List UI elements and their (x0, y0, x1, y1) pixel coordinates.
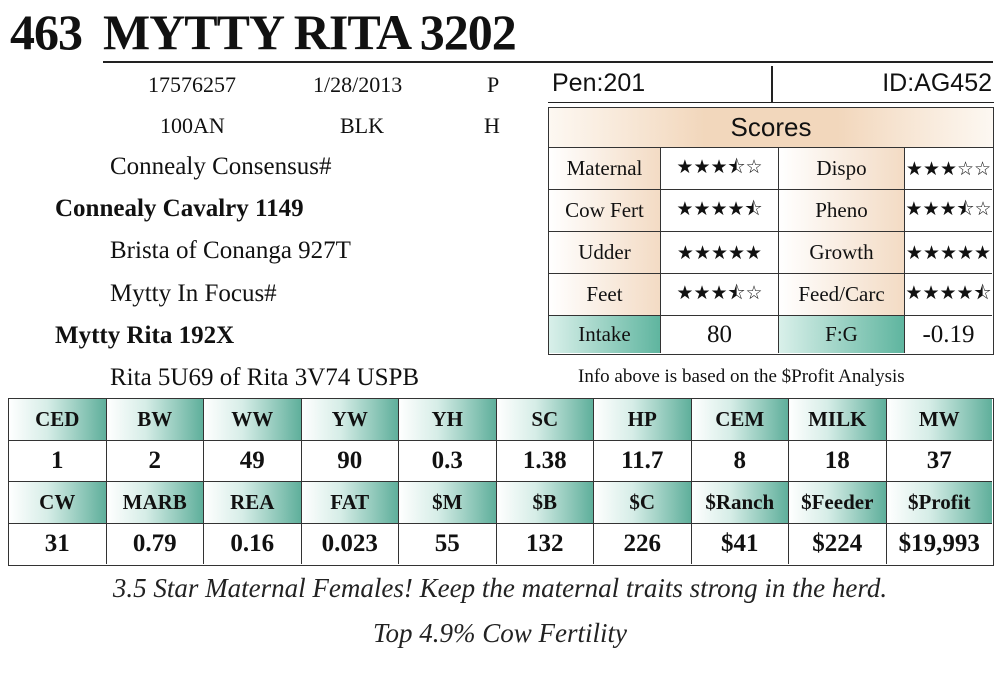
trait-header-mw: MW (886, 399, 992, 441)
score-label-pheno: Pheno (779, 190, 905, 232)
trait-header-b-index: $B (496, 482, 594, 524)
intake-label: Intake (549, 316, 661, 353)
trait-header-fat: FAT (301, 482, 399, 524)
trait-header-hp: HP (594, 399, 692, 441)
trait-value-cw: 31 (9, 524, 107, 564)
score-label-feet: Feet (549, 274, 661, 316)
trait-header-bw: BW (106, 399, 204, 441)
pedigree-sire: Connealy Cavalry 1149 (55, 195, 304, 222)
traits-table: CED BW WW YW YH SC HP CEM MILK MW 1 2 49… (8, 398, 994, 566)
trait-value-ww: 49 (204, 441, 302, 482)
breed-code: 100AN (160, 113, 225, 138)
trait-header-cw: CW (9, 482, 107, 524)
trait-value-fat: 0.023 (301, 524, 399, 564)
trait-value-ced: 1 (9, 441, 107, 482)
footer-line-1: 3.5 Star Maternal Females! Keep the mate… (112, 573, 888, 603)
score-stars-dispo: ★★★☆☆ (905, 148, 992, 190)
trait-value-bw: 2 (106, 441, 204, 482)
trait-value-marb: 0.79 (106, 524, 204, 564)
score-label-udder: Udder (549, 232, 661, 274)
trait-value-milk: 18 (789, 441, 887, 482)
trait-value-cem: 8 (691, 441, 789, 482)
score-stars-maternal: ★★★⯪☆ (661, 148, 779, 190)
id-label: ID:AG452 (882, 69, 992, 97)
trait-header-profit: $Profit (886, 482, 992, 524)
score-stars-pheno: ★★★⯪☆ (905, 190, 992, 232)
trait-header-rea: REA (204, 482, 302, 524)
fg-label: F:G (779, 316, 905, 353)
birth-date: 1/28/2013 (313, 72, 403, 97)
sex-code: H (484, 113, 500, 138)
trait-value-yh: 0.3 (399, 441, 497, 482)
pedigree-sire-dam: Brista of Conanga 927T (110, 237, 351, 264)
trait-header-feeder: $Feeder (789, 482, 887, 524)
trait-value-sc: 1.38 (496, 441, 594, 482)
trait-value-feeder: $224 (789, 524, 887, 564)
animal-name: MYTTY RITA 3202 (103, 4, 517, 60)
trait-header-ranch: $Ranch (691, 482, 789, 524)
trait-header-sc: SC (496, 399, 594, 441)
registration-number: 17576257 (148, 72, 236, 97)
trait-value-mw: 37 (886, 441, 992, 482)
pedigree-sire-sire: Connealy Consensus# (110, 153, 332, 180)
trait-header-ww: WW (204, 399, 302, 441)
trait-value-yw: 90 (301, 441, 399, 482)
trait-value-profit: $19,993 (886, 524, 992, 564)
trait-value-m-index: 55 (399, 524, 497, 564)
polled-code: P (487, 72, 500, 97)
trait-header-ced: CED (9, 399, 107, 441)
color-code: BLK (340, 113, 384, 138)
footer-line-2: Top 4.9% Cow Fertility (372, 618, 628, 648)
trait-value-c-index: 226 (594, 524, 692, 564)
score-label-maternal: Maternal (549, 148, 661, 190)
trait-header-cem: CEM (691, 399, 789, 441)
lot-number: 463 (10, 4, 83, 60)
score-label-growth: Growth (779, 232, 905, 274)
score-label-dispo: Dispo (779, 148, 905, 190)
scores-title: Scores (549, 108, 993, 148)
pen-label: Pen:201 (552, 69, 646, 97)
pedigree-dam: Mytty Rita 192X (55, 322, 235, 349)
trait-header-marb: MARB (106, 482, 204, 524)
trait-value-hp: 11.7 (594, 441, 692, 482)
fg-value: -0.19 (922, 320, 975, 348)
trait-value-rea: 0.16 (204, 524, 302, 564)
score-stars-feed-carc: ★★★★⯪ (905, 274, 992, 316)
analysis-note: Info above is based on the $Profit Analy… (578, 366, 905, 387)
pedigree-dam-dam: Rita 5U69 of Rita 3V74 USPB (110, 364, 420, 391)
pen-id-divider (771, 66, 773, 102)
trait-header-milk: MILK (789, 399, 887, 441)
score-stars-feet: ★★★⯪☆ (661, 274, 779, 316)
trait-value-ranch: $41 (691, 524, 789, 564)
intake-value: 80 (661, 316, 779, 353)
scores-table: Scores Maternal ★★★⯪☆ Dispo ★★★☆☆ Cow Fe… (548, 107, 994, 355)
pedigree-dam-sire: Mytty In Focus# (110, 280, 277, 307)
score-label-feed-carc: Feed/Carc (779, 274, 905, 316)
pen-id-bar (548, 66, 994, 103)
title-rule (103, 61, 993, 63)
score-label-cow-fert: Cow Fert (549, 190, 661, 232)
trait-header-yh: YH (399, 399, 497, 441)
score-stars-growth: ★★★★★ (905, 232, 992, 274)
score-stars-cow-fert: ★★★★⯪ (661, 190, 779, 232)
score-stars-udder: ★★★★★ (661, 232, 779, 274)
trait-value-b-index: 132 (496, 524, 594, 564)
trait-header-m-index: $M (399, 482, 497, 524)
trait-header-yw: YW (301, 399, 399, 441)
trait-header-c-index: $C (594, 482, 692, 524)
